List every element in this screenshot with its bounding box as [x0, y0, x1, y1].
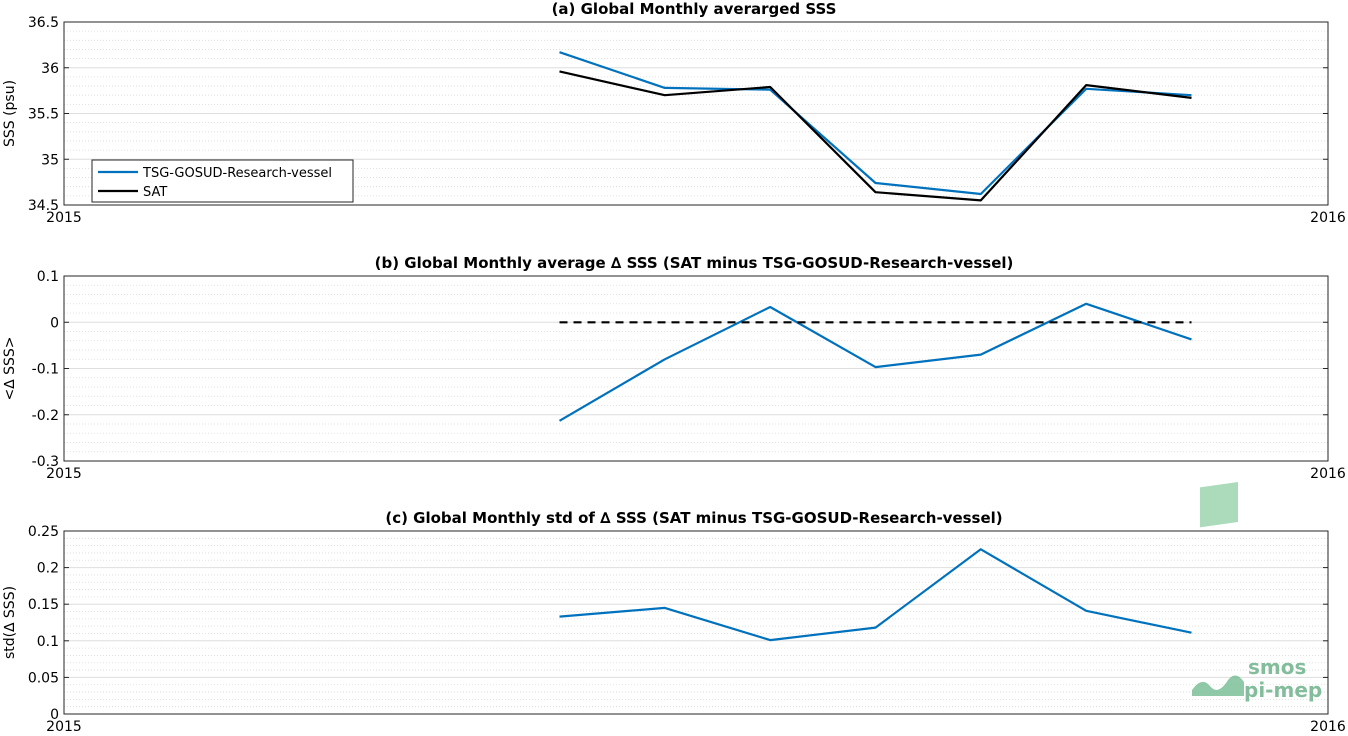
logo-text-pimep: pi-mep: [1244, 678, 1322, 702]
series-line-1: [559, 548, 1192, 642]
series-line-2: [559, 70, 1192, 202]
y-axis-label: SSS (psu): [2, 80, 18, 147]
smos-pi-mep-logo: smos pi-mep: [1192, 482, 1322, 702]
x-tick-label: 2016: [1310, 466, 1346, 482]
series-line-1: [558, 302, 1192, 422]
series-line-1: [559, 51, 1192, 196]
y-tick-label: 35: [41, 152, 59, 168]
y-tick-label: 36.5: [28, 15, 59, 31]
y-tick-label: -0.1: [32, 362, 59, 378]
x-tick-label: 2016: [1310, 719, 1346, 735]
logo-text-smos: smos: [1248, 655, 1306, 679]
y-tick-label: 0.05: [28, 670, 59, 686]
legend-label: SAT: [143, 185, 167, 200]
y-tick-label: 0.15: [28, 597, 59, 613]
y-axis-label: std(∆ SSS): [2, 586, 18, 659]
chart-title: (b) Global Monthly average ∆ SSS (SAT mi…: [375, 254, 1014, 272]
x-tick-label: 2015: [46, 210, 82, 226]
y-tick-label: 0.2: [37, 561, 59, 577]
x-tick-label: 2015: [46, 466, 82, 482]
y-tick-label: 35.5: [28, 107, 59, 123]
y-tick-label: -0.2: [32, 408, 59, 424]
x-tick-label: 2015: [46, 719, 82, 735]
legend-box: [91, 159, 354, 203]
y-tick-label: 0.1: [37, 269, 59, 285]
y-tick-label: 34.5: [28, 198, 59, 214]
y-axis-label: <∆ SSS>: [2, 337, 18, 401]
chart-panel-3: 0 0.05 0.1 0.15 0.2 0.25 2015 2016 (c) Global Mo…: [2, 509, 1346, 735]
chart-title: (c) Global Monthly std of ∆ SSS (SAT min…: [385, 509, 1002, 527]
chart-panel-1: 34.5 35 35.5 36 36.5 2015 2016 (a) Global Month…: [2, 0, 1346, 226]
legend: TSG-GOSUD-Research-vessel SAT: [91, 159, 354, 203]
y-tick-label: 0: [50, 707, 59, 723]
y-tick-label: -0.3: [32, 454, 59, 470]
x-tick-label: 2016: [1310, 210, 1346, 226]
y-tick-label: 0: [50, 315, 59, 331]
y-tick-label: 0.25: [28, 524, 59, 540]
chart-title: (a) Global Monthly averarged SSS: [552, 0, 837, 18]
axes-frame: [63, 530, 1329, 715]
legend-label: TSG-GOSUD-Research-vessel: [142, 166, 332, 181]
y-tick-label: 36: [41, 61, 59, 77]
chart-panel-2: -0.3 -0.2 -0.1 0 0.1 2015 2016 (b) Global Month…: [2, 254, 1346, 482]
y-tick-label: 0.1: [37, 634, 59, 650]
